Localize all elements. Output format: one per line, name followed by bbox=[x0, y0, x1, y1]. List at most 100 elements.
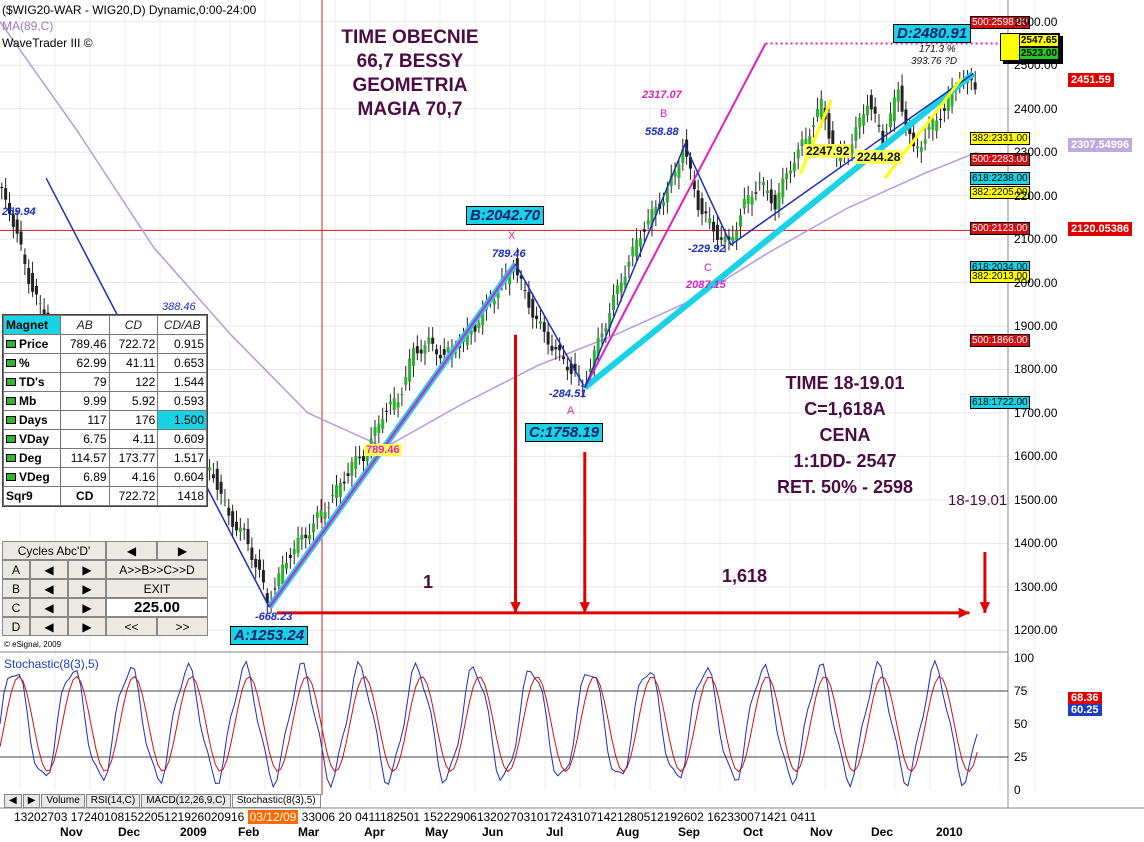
cycle-row-b[interactable]: B bbox=[2, 579, 30, 598]
row-toggle-icon[interactable] bbox=[6, 473, 16, 481]
note-right: TIME 18-19.01 C=1,618A CENA 1:1DD- 2547 … bbox=[750, 370, 940, 500]
tab-stochastic[interactable]: Stochastic(8(3),5) bbox=[231, 794, 321, 808]
arrow-left-icon: ◀ bbox=[44, 562, 54, 577]
cycle-a-left-button[interactable]: ◀ bbox=[30, 560, 68, 579]
cycle-d-right-button[interactable]: ▶ bbox=[68, 617, 106, 636]
candle-body bbox=[600, 333, 604, 338]
tab-scroll-left[interactable]: ◀ bbox=[4, 794, 22, 808]
candle-body bbox=[531, 299, 535, 318]
row-toggle-icon[interactable] bbox=[6, 378, 16, 386]
arrow-b-down-head bbox=[510, 602, 521, 613]
candle-body bbox=[862, 114, 866, 126]
candle-body bbox=[535, 315, 539, 320]
magnet-header-row: Magnet AB CD CD/AB bbox=[3, 315, 207, 335]
cycles-prev-button[interactable]: ◀ bbox=[106, 541, 157, 560]
candle-body bbox=[789, 170, 793, 174]
tab-volume[interactable]: Volume bbox=[41, 794, 85, 808]
note-top-line-4: MAGIA 70,7 bbox=[357, 99, 463, 120]
candle-body bbox=[623, 276, 627, 286]
candle-body bbox=[400, 393, 404, 396]
y-tick: 2100.00 bbox=[1014, 232, 1058, 247]
row-label[interactable]: Mb bbox=[3, 391, 61, 411]
label-229: -229.92 bbox=[688, 243, 726, 255]
candle-body bbox=[211, 474, 215, 479]
candle-body bbox=[939, 118, 943, 121]
cycles-title-button[interactable]: Cycles Abc'D' bbox=[2, 541, 106, 560]
tab-macd[interactable]: MACD(12,26,9,C) bbox=[141, 794, 231, 808]
cycle-a-right-button[interactable]: ▶ bbox=[68, 560, 106, 579]
row-label[interactable]: Price bbox=[3, 334, 61, 354]
x-month-label: Sep bbox=[678, 825, 701, 839]
candle-body bbox=[304, 534, 308, 539]
cycles-next-button[interactable]: ▶ bbox=[157, 541, 208, 560]
row-toggle-icon[interactable] bbox=[6, 359, 16, 367]
table-row: VDay 6.75 4.11 0.609 bbox=[3, 429, 207, 449]
row-label[interactable]: Days bbox=[3, 410, 61, 430]
cycle-row-c[interactable]: C bbox=[2, 598, 30, 617]
candle-body bbox=[769, 189, 773, 204]
candle-body bbox=[931, 119, 935, 130]
row-toggle-icon[interactable] bbox=[6, 397, 16, 405]
candle-body bbox=[234, 521, 238, 531]
cycle-c-right-button[interactable]: ▶ bbox=[68, 598, 106, 617]
candle-body bbox=[473, 324, 477, 332]
candle-body bbox=[311, 523, 315, 533]
y-tick: 1400.00 bbox=[1014, 536, 1058, 551]
candle-body bbox=[850, 144, 854, 154]
sequence-button[interactable]: A>>B>>C>>D bbox=[106, 560, 208, 579]
candle-body bbox=[719, 237, 723, 240]
candle-body bbox=[762, 182, 766, 186]
row-toggle-icon[interactable] bbox=[6, 435, 16, 443]
step-back-button[interactable]: << bbox=[106, 617, 157, 636]
candle-body bbox=[915, 146, 919, 149]
candle-body bbox=[477, 322, 481, 328]
row-label[interactable]: VDay bbox=[3, 429, 61, 449]
tab-scroll-right[interactable]: ▶ bbox=[22, 794, 41, 808]
cycle-d-left-button[interactable]: ◀ bbox=[30, 617, 68, 636]
step-forward-button[interactable]: >> bbox=[157, 617, 208, 636]
cycle-b-right-button[interactable]: ▶ bbox=[68, 579, 106, 598]
candle-body bbox=[704, 211, 708, 214]
candle-body bbox=[296, 537, 300, 553]
ma-line bbox=[0, 21, 978, 449]
candle-body bbox=[323, 511, 327, 519]
row-label[interactable]: % bbox=[3, 353, 61, 373]
candle-body bbox=[442, 349, 446, 355]
letter-b: B bbox=[660, 108, 668, 120]
arrow-right-icon: ▶ bbox=[82, 619, 92, 634]
exit-button[interactable]: EXIT bbox=[106, 579, 208, 598]
x-days-seg-1: 13202703 bbox=[14, 810, 68, 824]
candle-body bbox=[908, 126, 912, 135]
cycle-b-left-button[interactable]: ◀ bbox=[30, 579, 68, 598]
row-toggle-icon[interactable] bbox=[6, 340, 16, 348]
candle-body bbox=[638, 238, 642, 247]
row-label[interactable]: Deg bbox=[3, 448, 61, 468]
candle-body bbox=[431, 337, 435, 344]
candle-body bbox=[731, 236, 735, 242]
cell: 173.77 bbox=[108, 448, 159, 468]
tab-rsi[interactable]: RSI(14,C) bbox=[85, 794, 141, 808]
candle-body bbox=[654, 206, 658, 216]
arrow-horizontal-head bbox=[958, 607, 970, 619]
cycle-row-a[interactable]: A bbox=[2, 560, 30, 579]
candle-body bbox=[688, 157, 692, 169]
candle-body bbox=[361, 456, 365, 462]
cycle-row-d[interactable]: D bbox=[2, 617, 30, 636]
cycle-c-left-button[interactable]: ◀ bbox=[30, 598, 68, 617]
note-right-line-2: C=1,618A bbox=[804, 399, 886, 419]
candle-body bbox=[4, 188, 8, 200]
x-month-label: Feb bbox=[238, 825, 260, 839]
candle-body bbox=[673, 172, 677, 177]
row-label[interactable]: VDeg bbox=[3, 467, 61, 487]
row-toggle-icon[interactable] bbox=[6, 454, 16, 462]
candle-body bbox=[635, 239, 639, 257]
row-label[interactable]: TD's bbox=[3, 372, 61, 392]
candle-body bbox=[662, 201, 666, 206]
bc-leg bbox=[514, 263, 586, 389]
row-toggle-icon[interactable] bbox=[6, 416, 16, 424]
x-days-row: 13202703 17240108152205121926020916 03/1… bbox=[14, 810, 816, 824]
candle-body bbox=[492, 300, 496, 305]
candle-body bbox=[227, 507, 231, 516]
candle-body bbox=[819, 98, 823, 118]
cycle-value-field[interactable]: 225.00 bbox=[106, 598, 208, 617]
